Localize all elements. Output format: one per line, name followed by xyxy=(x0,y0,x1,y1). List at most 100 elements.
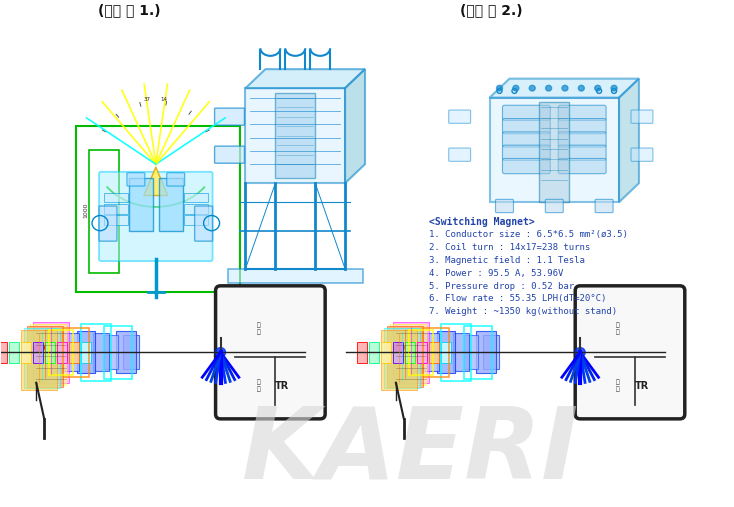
Bar xyxy=(159,178,183,231)
Bar xyxy=(116,332,136,373)
Bar xyxy=(77,332,95,373)
FancyBboxPatch shape xyxy=(559,145,606,160)
Bar xyxy=(409,330,433,375)
FancyBboxPatch shape xyxy=(631,148,653,161)
Text: 제
어: 제 어 xyxy=(257,322,261,335)
Text: 37: 37 xyxy=(144,96,151,101)
Text: 14: 14 xyxy=(161,96,168,101)
Bar xyxy=(275,93,315,178)
Bar xyxy=(46,342,55,363)
FancyBboxPatch shape xyxy=(559,159,606,174)
Bar xyxy=(123,335,139,370)
Text: 전
원: 전 원 xyxy=(257,380,261,392)
Circle shape xyxy=(578,85,584,91)
Bar xyxy=(228,269,363,283)
Polygon shape xyxy=(144,167,168,196)
Bar xyxy=(437,332,454,373)
Bar xyxy=(0,342,7,363)
Circle shape xyxy=(394,343,404,352)
FancyBboxPatch shape xyxy=(545,199,563,212)
Bar xyxy=(33,342,43,363)
Bar xyxy=(21,330,57,390)
FancyBboxPatch shape xyxy=(595,199,613,212)
FancyBboxPatch shape xyxy=(167,173,185,186)
FancyBboxPatch shape xyxy=(503,159,550,174)
Text: 6. Flow rate : 55.35 LPH(dT=20°C): 6. Flow rate : 55.35 LPH(dT=20°C) xyxy=(429,295,606,304)
Text: TR: TR xyxy=(635,381,649,390)
Circle shape xyxy=(513,85,519,91)
FancyBboxPatch shape xyxy=(214,146,244,163)
Circle shape xyxy=(496,85,503,91)
Bar xyxy=(390,324,426,385)
Text: 7. Weight : ~1350 kg(without stand): 7. Weight : ~1350 kg(without stand) xyxy=(429,307,617,316)
Text: (설치 안 1.): (설치 안 1.) xyxy=(98,4,161,18)
Bar xyxy=(429,342,439,363)
FancyBboxPatch shape xyxy=(99,172,213,261)
Bar xyxy=(490,98,619,202)
Text: 1000: 1000 xyxy=(84,202,89,218)
Polygon shape xyxy=(345,69,365,183)
FancyBboxPatch shape xyxy=(195,206,213,241)
Bar xyxy=(10,342,19,363)
Bar xyxy=(49,330,73,375)
FancyBboxPatch shape xyxy=(216,286,325,419)
Bar xyxy=(357,342,367,363)
Bar xyxy=(381,330,417,390)
FancyBboxPatch shape xyxy=(503,145,550,160)
FancyBboxPatch shape xyxy=(214,108,244,125)
Bar xyxy=(104,193,128,202)
Bar xyxy=(423,328,448,377)
Bar xyxy=(24,328,60,388)
Bar xyxy=(381,342,391,363)
Circle shape xyxy=(34,343,44,352)
FancyBboxPatch shape xyxy=(559,119,606,134)
Bar xyxy=(129,178,153,231)
Text: TR: TR xyxy=(275,381,289,390)
Bar xyxy=(440,324,470,381)
Bar xyxy=(81,324,111,381)
Text: 3. Magnetic field : 1.1 Tesla: 3. Magnetic field : 1.1 Tesla xyxy=(429,256,585,265)
Bar xyxy=(184,204,208,213)
FancyBboxPatch shape xyxy=(503,105,550,121)
Bar xyxy=(69,342,79,363)
Bar xyxy=(405,342,415,363)
Bar xyxy=(184,193,208,202)
Bar xyxy=(423,333,439,371)
Bar xyxy=(89,150,119,273)
FancyBboxPatch shape xyxy=(495,199,514,212)
Polygon shape xyxy=(245,69,365,88)
Bar xyxy=(30,324,66,385)
Bar xyxy=(63,333,79,371)
Bar xyxy=(387,325,423,386)
Bar xyxy=(482,335,498,370)
Bar xyxy=(440,342,451,363)
FancyBboxPatch shape xyxy=(448,148,470,161)
FancyBboxPatch shape xyxy=(448,110,470,123)
Circle shape xyxy=(529,85,535,91)
Bar xyxy=(76,126,241,293)
Text: KAERI: KAERI xyxy=(242,402,580,499)
Circle shape xyxy=(575,348,585,357)
Bar xyxy=(453,333,468,371)
Bar xyxy=(184,215,208,225)
Bar xyxy=(104,325,132,379)
FancyBboxPatch shape xyxy=(127,173,145,186)
Text: (설치 안 2.): (설치 안 2.) xyxy=(460,4,523,18)
Text: <Switching Magnet>: <Switching Magnet> xyxy=(429,217,535,227)
FancyBboxPatch shape xyxy=(559,105,606,121)
Bar xyxy=(104,204,128,213)
Bar xyxy=(245,88,345,183)
Bar xyxy=(369,342,379,363)
Circle shape xyxy=(611,85,617,91)
Bar xyxy=(464,335,478,370)
Bar xyxy=(57,342,67,363)
Text: 제
어: 제 어 xyxy=(616,322,620,335)
Bar xyxy=(63,328,89,377)
Bar xyxy=(476,332,495,373)
FancyBboxPatch shape xyxy=(503,132,550,147)
Bar xyxy=(27,325,63,386)
Bar xyxy=(539,102,570,202)
Bar xyxy=(393,322,429,383)
Polygon shape xyxy=(490,79,639,98)
Polygon shape xyxy=(619,79,639,202)
